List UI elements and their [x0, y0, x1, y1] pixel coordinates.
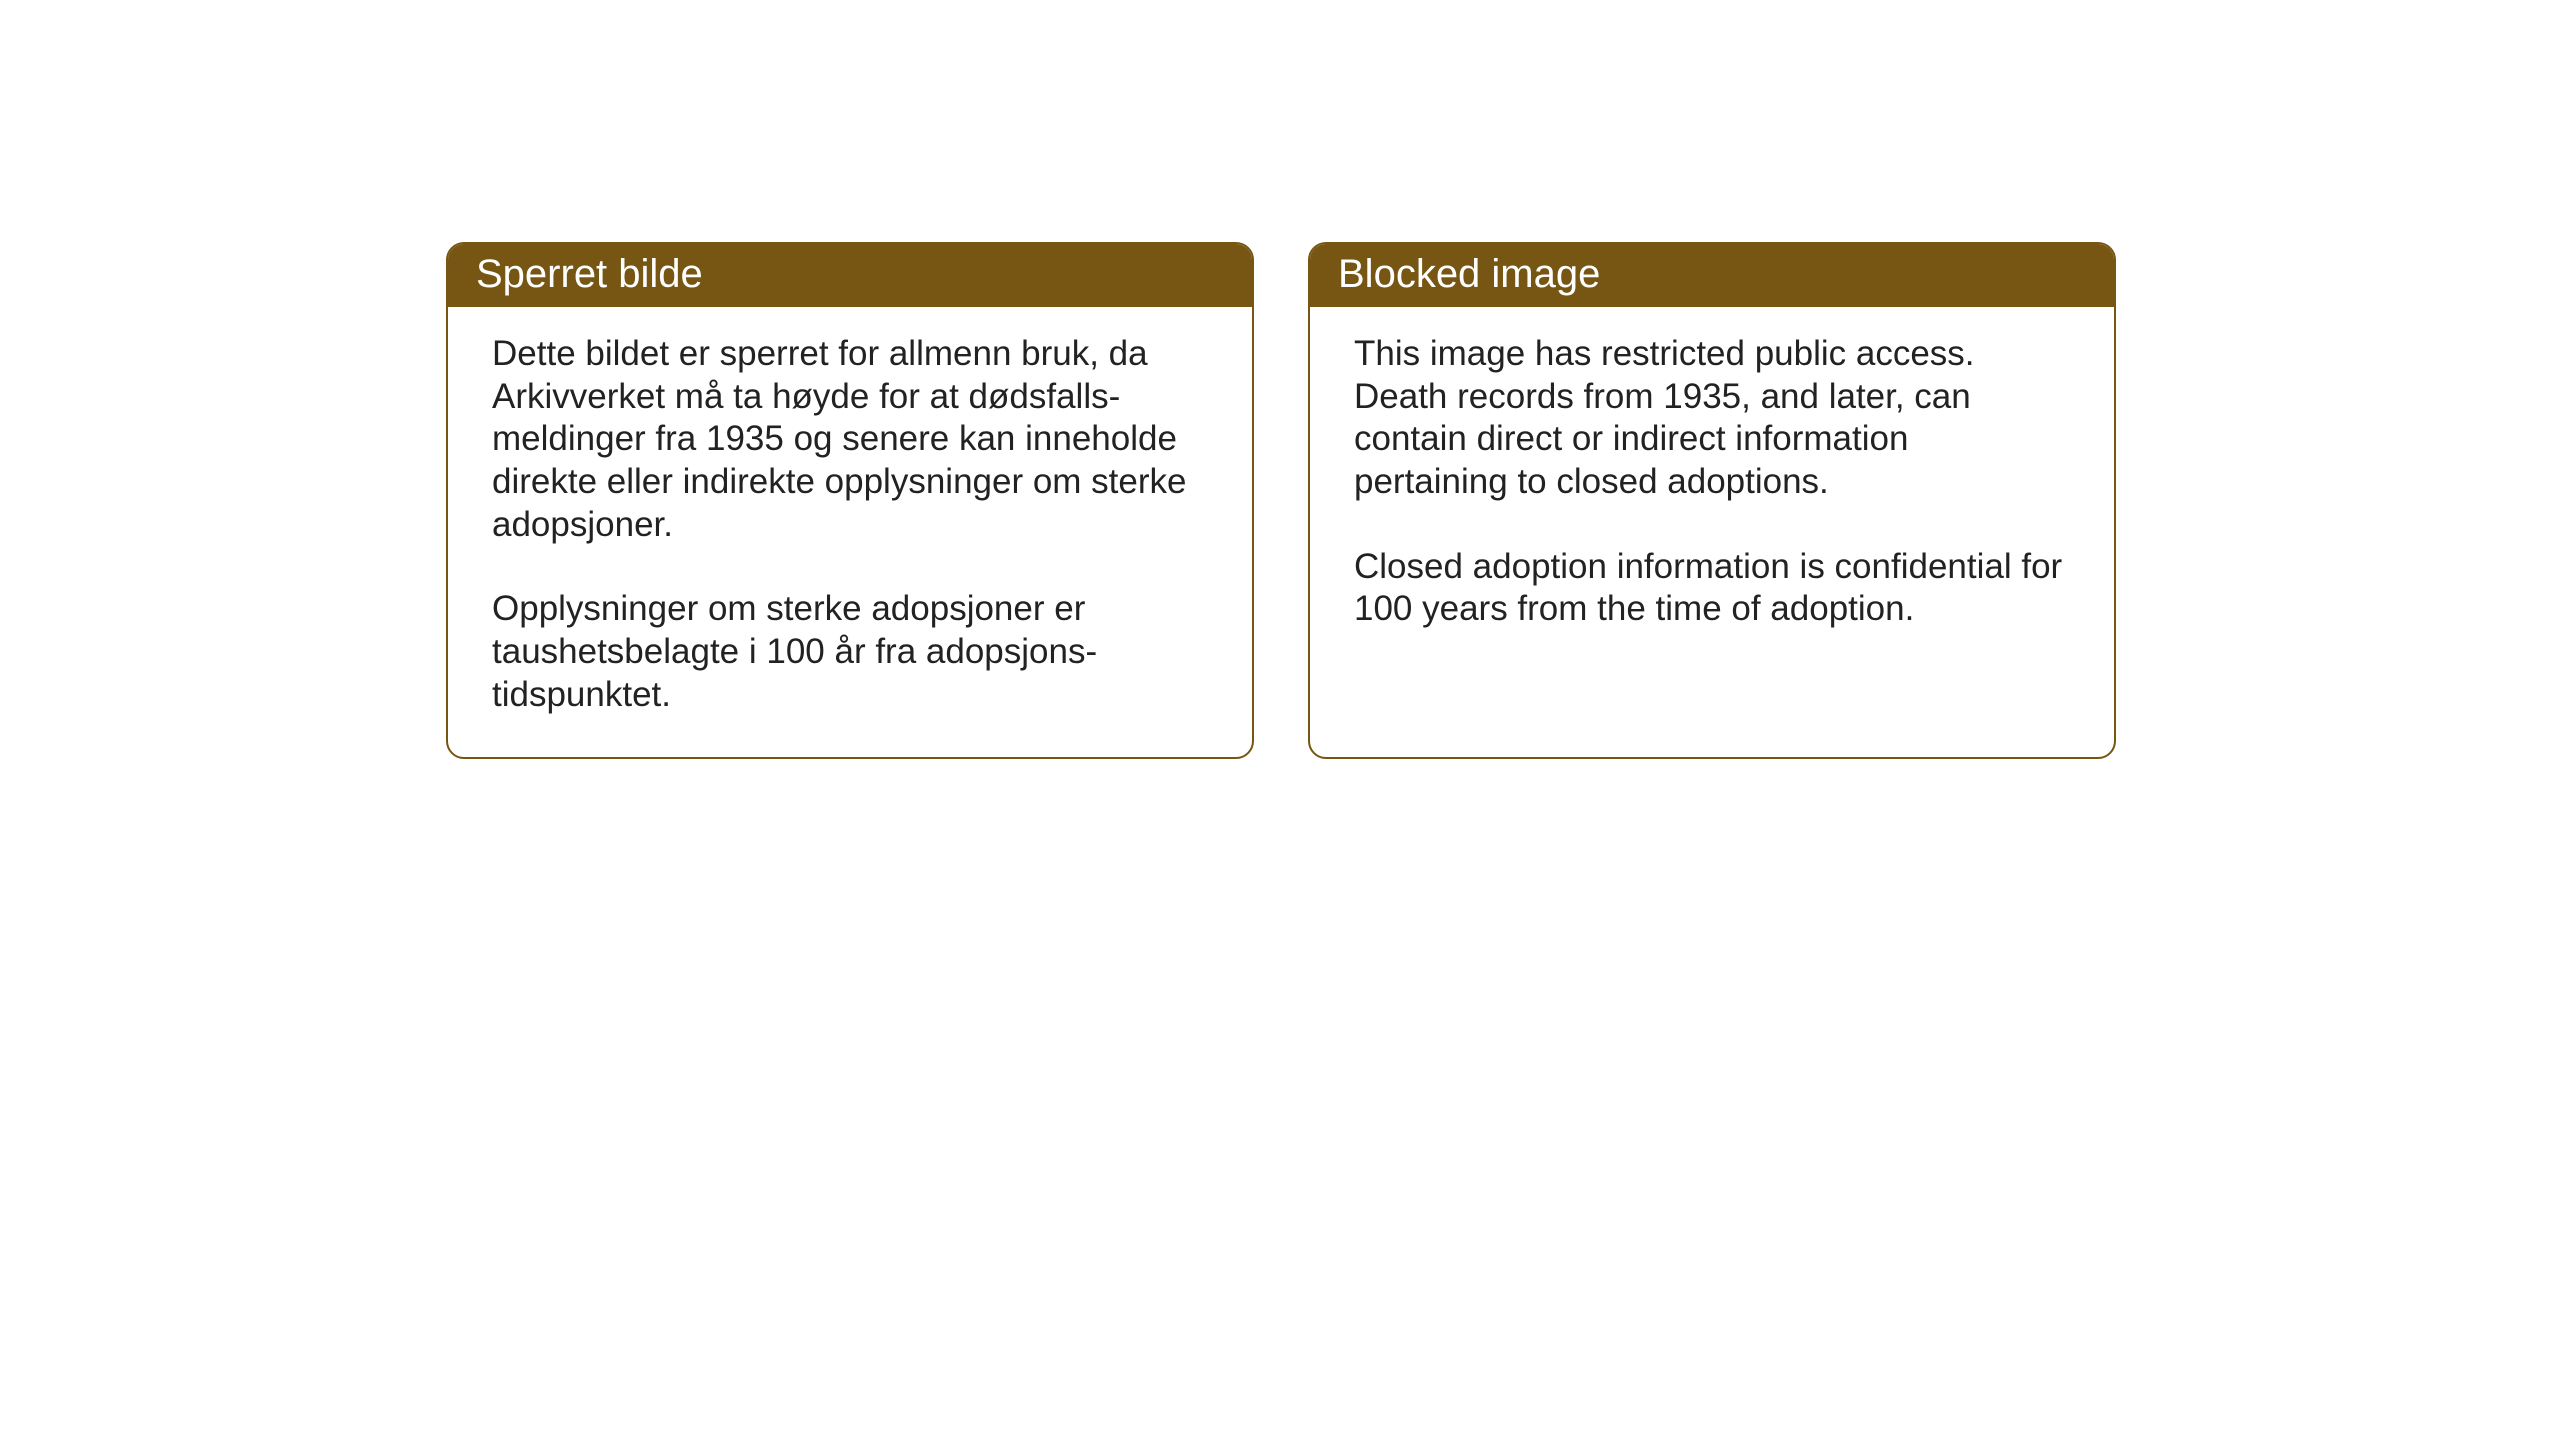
english-notice-card: Blocked image This image has restricted … [1308, 242, 2116, 759]
english-paragraph-2: Closed adoption information is confident… [1354, 546, 2070, 631]
card-title: Blocked image [1338, 252, 1600, 296]
norwegian-notice-card: Sperret bilde Dette bildet er sperret fo… [446, 242, 1254, 759]
norwegian-paragraph-1: Dette bildet er sperret for allmenn bruk… [492, 333, 1208, 546]
card-header-english: Blocked image [1310, 244, 2114, 307]
card-body-norwegian: Dette bildet er sperret for allmenn bruk… [448, 307, 1252, 757]
english-paragraph-1: This image has restricted public access.… [1354, 333, 2070, 504]
norwegian-paragraph-2: Opplysninger om sterke adopsjoner er tau… [492, 588, 1208, 716]
notice-container: Sperret bilde Dette bildet er sperret fo… [446, 242, 2116, 759]
card-body-english: This image has restricted public access.… [1310, 307, 2114, 747]
card-title: Sperret bilde [476, 252, 703, 296]
card-header-norwegian: Sperret bilde [448, 244, 1252, 307]
